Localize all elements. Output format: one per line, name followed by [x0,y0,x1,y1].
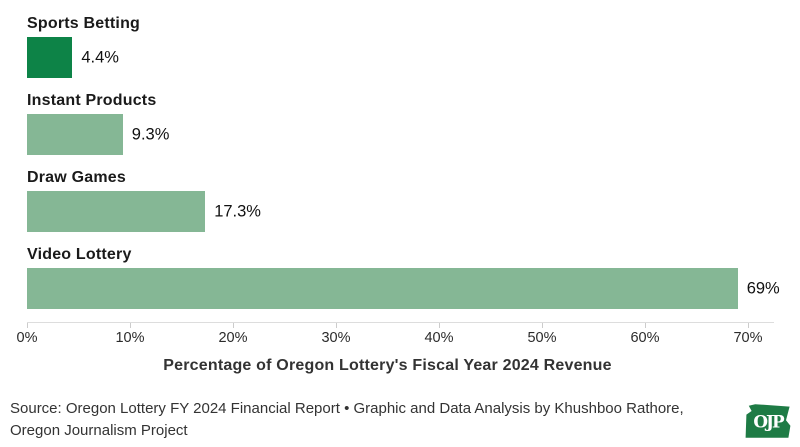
axis-tick-label: 10% [115,330,145,346]
axis-tick-label: 60% [630,330,660,346]
bar [27,268,738,309]
value-label: 9.3% [131,125,170,143]
bars-container: Sports Betting 4.4% Instant Products 9.3% Dr… [27,14,780,309]
category-label: Video Lottery [27,246,132,263]
bar-track: 4.4% [27,37,748,78]
axis-tick-mark [542,323,543,328]
bar-track: 69% [27,268,780,309]
bar-row: Video Lottery 69% [27,245,780,309]
bar-row: Draw Games 17.3% [27,168,748,232]
axis-tick-label: 70% [733,330,763,346]
bar-track: 17.3% [27,191,748,232]
axis-tick-mark [27,323,28,328]
category-label: Draw Games [27,169,126,186]
value-label: 4.4% [81,48,119,66]
axis-tick-label: 30% [321,330,351,346]
oregon-state-icon: OJP [745,404,791,438]
bar [27,37,73,78]
bar-chart: Sports Betting 4.4% Instant Products 9.3% Dr… [27,14,780,309]
axis-tick-mark [645,323,646,328]
value-label: 17.3% [214,202,261,220]
axis-tick-mark [439,323,440,328]
axis-tick-label: 50% [527,330,557,346]
axis-tick-mark [130,323,131,328]
bar-row: Instant Products 9.3% [27,91,748,155]
bar [27,191,206,232]
axis-tick-mark [748,323,749,328]
bar-row: Sports Betting 4.4% [27,14,748,78]
footer: Source: Oregon Lottery FY 2024 Financial… [0,398,800,447]
axis-tick-label: 0% [16,330,38,346]
category-label: Sports Betting [27,15,141,32]
bar [27,114,123,155]
axis-tick-mark [336,323,337,328]
category-label: Instant Products [27,92,157,109]
axis-tick-mark [233,323,234,328]
ojp-logo: OJP [744,400,792,447]
axis-tick-label: 20% [218,330,248,346]
axis-tick-label: 40% [424,330,454,346]
value-label: 69% [746,279,780,297]
bar-track: 9.3% [27,114,748,155]
x-axis: 0% 10% 20% 30% 40% 50% 60% 70% [17,322,774,350]
svg-text:OJP: OJP [753,411,785,431]
source-attribution: Source: Oregon Lottery FY 2024 Financial… [10,400,684,439]
x-axis-title: Percentage of Oregon Lottery's Fiscal Ye… [163,357,612,374]
